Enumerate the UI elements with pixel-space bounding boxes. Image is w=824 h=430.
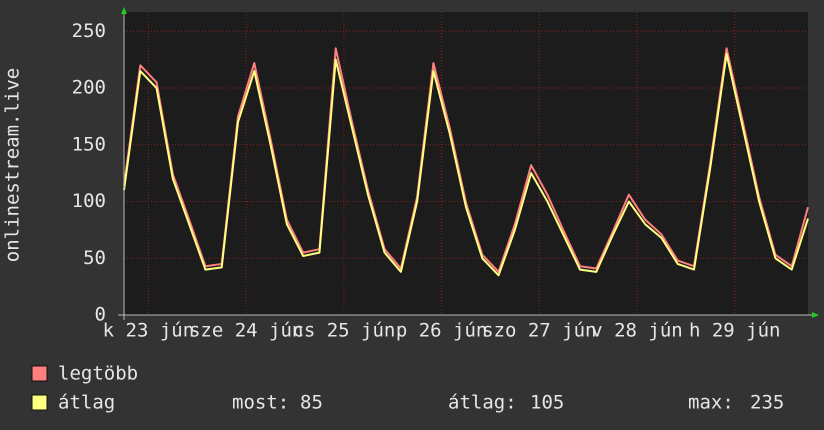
y-tick-label: 200 [72, 77, 106, 99]
legend-label: legtöbb [58, 363, 138, 385]
y-arrow [121, 7, 127, 14]
x-tick-label: p 26 jún [396, 320, 488, 342]
y-tick-label: 150 [72, 133, 106, 155]
x-tick-label: h 29 jún [689, 320, 781, 342]
stat-value: 85 [300, 392, 323, 414]
y-axis-label: onlinestream.live [2, 68, 24, 262]
legend-label: átlag [58, 392, 115, 414]
y-tick-label: 100 [72, 190, 106, 212]
y-tick-label: 0 [95, 304, 106, 326]
legend-swatch [31, 394, 48, 411]
x-tick-label: v 28 jún [591, 320, 683, 342]
x-tick-label: k 23 jún [103, 320, 195, 342]
x-tick-label: cs 25 jún [292, 320, 395, 342]
series-line [123, 52, 809, 277]
legend: legtöbb átlag most: 85 átlag: 105 max: 235 [31, 363, 784, 414]
x-tick-label: sze 24 jún [189, 320, 303, 342]
x-tick-label: szo 27 jún [482, 320, 596, 342]
stat-label: átlag: [448, 392, 517, 414]
x-arrow [812, 312, 819, 318]
plot-area [124, 12, 808, 315]
stat-value: 235 [750, 392, 784, 414]
stat-label: max: [688, 392, 734, 414]
stat-label: most: [232, 392, 289, 414]
y-tick-label: 50 [83, 247, 106, 269]
legend-swatch [31, 365, 48, 382]
stat-value: 105 [530, 392, 564, 414]
lines [123, 47, 809, 277]
y-tick-label: 250 [72, 20, 106, 42]
